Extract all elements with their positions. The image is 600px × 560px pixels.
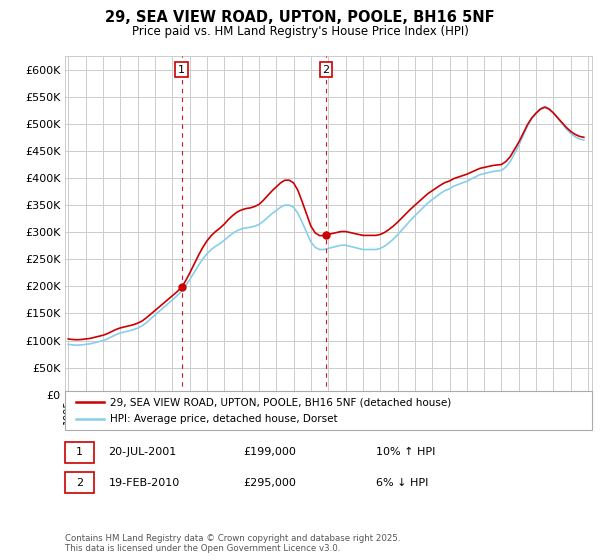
Text: Contains HM Land Registry data © Crown copyright and database right 2025.
This d: Contains HM Land Registry data © Crown c… (65, 534, 400, 553)
Text: 29, SEA VIEW ROAD, UPTON, POOLE, BH16 5NF: 29, SEA VIEW ROAD, UPTON, POOLE, BH16 5N… (105, 10, 495, 25)
Text: £295,000: £295,000 (244, 478, 296, 488)
Text: 6% ↓ HPI: 6% ↓ HPI (376, 478, 428, 488)
Text: HPI: Average price, detached house, Dorset: HPI: Average price, detached house, Dors… (110, 414, 337, 424)
Text: 10% ↑ HPI: 10% ↑ HPI (376, 447, 435, 458)
Text: 29, SEA VIEW ROAD, UPTON, POOLE, BH16 5NF (detached house): 29, SEA VIEW ROAD, UPTON, POOLE, BH16 5N… (110, 397, 451, 407)
Text: 1: 1 (178, 64, 185, 74)
Text: 20-JUL-2001: 20-JUL-2001 (109, 447, 177, 458)
Text: 19-FEB-2010: 19-FEB-2010 (109, 478, 180, 488)
Text: 2: 2 (323, 64, 329, 74)
Text: 2: 2 (76, 478, 83, 488)
Text: 1: 1 (76, 447, 83, 458)
Text: Price paid vs. HM Land Registry's House Price Index (HPI): Price paid vs. HM Land Registry's House … (131, 25, 469, 38)
Text: £199,000: £199,000 (244, 447, 296, 458)
